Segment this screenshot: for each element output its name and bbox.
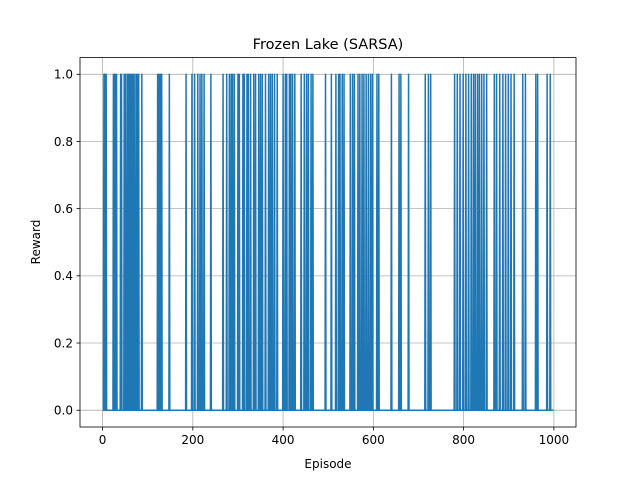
y-tick-label: 0.8 xyxy=(54,135,73,149)
x-tick-label: 1000 xyxy=(539,433,570,447)
y-tick-label: 1.0 xyxy=(54,68,73,82)
y-axis: 0.0 0.2 0.4 0.6 0.8 1.0 xyxy=(54,68,80,418)
x-tick-label: 400 xyxy=(272,433,295,447)
x-tick-label: 200 xyxy=(181,433,204,447)
y-tick-label: 0.2 xyxy=(54,336,73,350)
y-axis-title: Reward xyxy=(29,220,43,265)
x-axis: 0 200 400 600 800 1000 xyxy=(99,427,569,447)
x-tick-label: 800 xyxy=(452,433,475,447)
plot-data xyxy=(102,73,554,411)
chart-title: Frozen Lake (SARSA) xyxy=(253,37,404,53)
y-tick-label: 0.0 xyxy=(54,404,73,418)
x-tick-label: 600 xyxy=(362,433,385,447)
x-axis-title: Episode xyxy=(304,457,351,471)
x-tick-label: 0 xyxy=(99,433,107,447)
y-tick-label: 0.6 xyxy=(54,202,73,216)
reward-series-line xyxy=(102,73,554,411)
plot-frame xyxy=(79,57,577,428)
y-tick-label: 0.4 xyxy=(54,269,73,283)
